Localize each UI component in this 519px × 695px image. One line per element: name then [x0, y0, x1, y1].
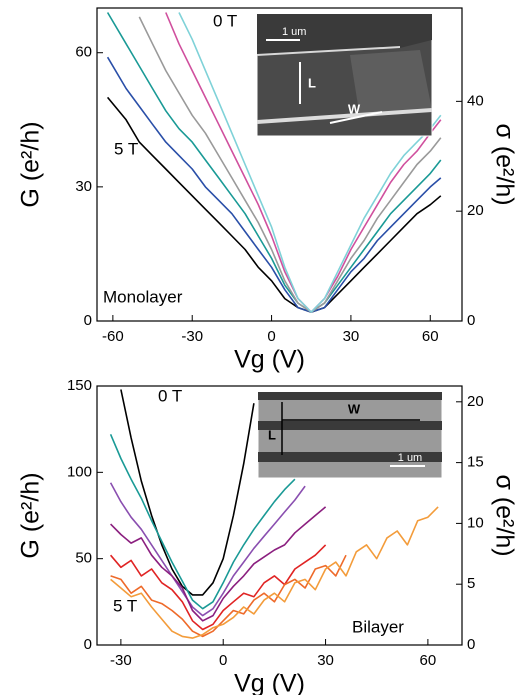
- y2-tick-label: 20: [467, 202, 484, 219]
- y2-axis-label: σ (e²/h): [490, 123, 518, 205]
- data-line: [110, 506, 439, 639]
- inset-label: W: [348, 101, 361, 116]
- y-tick-label: 60: [75, 44, 92, 61]
- data-line: [109, 544, 327, 631]
- inset-label: L: [308, 75, 316, 90]
- plot-lines: [106, 12, 442, 313]
- data-line: [109, 433, 296, 610]
- inset-label: 1 um: [282, 26, 306, 38]
- x-axis-label: Vg (V): [234, 670, 305, 695]
- x-tick-label: 0: [267, 328, 275, 345]
- inset-image: [256, 13, 433, 137]
- y2-tick-label: 5: [467, 575, 475, 592]
- y-tick-label: 0: [84, 636, 92, 653]
- x-tick-label: 30: [317, 652, 334, 669]
- y-tick-label: 100: [67, 463, 92, 480]
- y2-tick-label: 10: [467, 514, 484, 531]
- annotation: 0 T: [158, 386, 182, 405]
- y-tick-label: 30: [75, 178, 92, 195]
- inset-label: L: [268, 427, 276, 442]
- annotation: Bilayer: [352, 617, 404, 636]
- plot-frame: [96, 7, 463, 322]
- x-axis-label: Vg (V): [234, 346, 305, 374]
- plot-lines: [109, 389, 439, 639]
- y2-tick-label: 0: [467, 636, 475, 653]
- data-line: [106, 12, 442, 313]
- y-tick-label: 150: [67, 377, 92, 394]
- data-line: [178, 12, 442, 313]
- data-line: [109, 482, 306, 617]
- y-tick-label: 50: [75, 550, 92, 567]
- data-line: [138, 16, 442, 313]
- plot-frame: [96, 385, 463, 646]
- data-line: [106, 56, 442, 313]
- y2-tick-label: 20: [467, 393, 484, 410]
- data-line: [110, 554, 347, 638]
- annotation: 5 T: [114, 139, 138, 158]
- data-line: [106, 96, 442, 313]
- x-tick-label: -30: [181, 328, 203, 345]
- x-tick-label: -30: [110, 652, 132, 669]
- annotation: Monolayer: [103, 287, 183, 306]
- inset-image: [257, 391, 443, 479]
- y2-tick-label: 0: [467, 312, 475, 329]
- data-line: [120, 389, 255, 596]
- inset-label: 1 um: [398, 452, 422, 464]
- annotation: 5 T: [113, 596, 137, 615]
- inset-label: W: [348, 401, 361, 416]
- annotation: 0 T: [213, 11, 237, 30]
- x-tick-label: 0: [219, 652, 227, 669]
- x-tick-label: 60: [420, 652, 437, 669]
- y-axis-label: G (e²/h): [17, 472, 45, 558]
- x-tick-label: 60: [422, 328, 439, 345]
- x-tick-label: -60: [102, 328, 124, 345]
- y2-tick-label: 15: [467, 454, 484, 471]
- y2-axis-label: σ (e²/h): [490, 474, 518, 556]
- x-tick-label: 30: [343, 328, 360, 345]
- axes: -60 -30 0 30 60 0 30 60 0 20 40 Vg (V) G (e²/h) σ (e²…: [17, 7, 518, 695]
- data-line: [110, 506, 327, 622]
- y-tick-label: 0: [84, 312, 92, 329]
- y-axis-label: G (e²/h): [17, 121, 45, 207]
- y2-tick-label: 40: [467, 92, 484, 109]
